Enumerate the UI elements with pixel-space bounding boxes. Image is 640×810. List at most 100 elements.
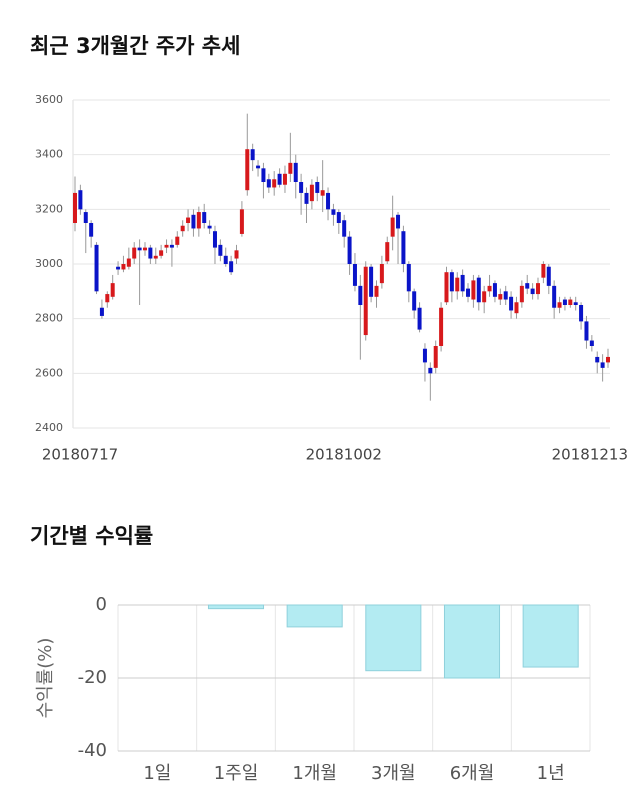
candle-body xyxy=(573,302,578,305)
candle-body xyxy=(428,367,433,374)
candle-body xyxy=(379,264,384,284)
chart-title: 기간별 수익률 xyxy=(30,524,153,548)
y-tick-label: 3200 xyxy=(35,202,63,215)
candle-body xyxy=(444,272,449,303)
candle-body xyxy=(309,184,314,202)
candle-body xyxy=(256,165,261,169)
candle-body xyxy=(78,190,83,210)
y-tick-label: -20 xyxy=(78,667,107,688)
candle-body xyxy=(439,307,444,346)
candle-body xyxy=(525,283,530,289)
candle-body xyxy=(315,182,320,193)
candle-body xyxy=(331,209,336,215)
x-tick-label: 20181002 xyxy=(306,446,382,464)
candle-body xyxy=(503,291,508,300)
candle-body xyxy=(530,288,535,295)
candle-body xyxy=(514,302,519,314)
bar xyxy=(286,604,343,628)
candle-body xyxy=(498,294,503,300)
candle-body xyxy=(229,261,234,273)
candle-body xyxy=(460,274,465,292)
candle-body xyxy=(352,264,357,286)
candle-body xyxy=(417,307,422,330)
x-tick-label: 1개월 xyxy=(292,763,337,784)
candle-body xyxy=(482,291,487,303)
candle-body xyxy=(579,305,584,322)
candle-body xyxy=(546,266,551,286)
candle-body xyxy=(239,209,244,234)
candle-body xyxy=(492,283,497,297)
candle-body xyxy=(304,192,309,204)
candle-body xyxy=(261,168,266,182)
candle-body xyxy=(288,162,293,174)
candle-body xyxy=(142,247,147,251)
candle-body xyxy=(471,280,476,300)
candle-body xyxy=(121,264,126,270)
x-tick-label: 1년 xyxy=(537,763,565,784)
candle-body xyxy=(250,149,255,161)
candle-body xyxy=(223,255,228,264)
candle-body xyxy=(568,299,573,305)
candle-body xyxy=(476,277,481,303)
candle-body xyxy=(584,321,589,341)
candle-body xyxy=(212,231,217,248)
candle-body xyxy=(137,247,142,251)
candle-body xyxy=(299,182,304,193)
candle-body xyxy=(401,231,406,264)
x-tick-label: 1주일 xyxy=(214,763,259,784)
candle-body xyxy=(234,250,239,259)
candle-body xyxy=(73,192,77,223)
candle-body xyxy=(412,291,417,311)
candle-body xyxy=(541,264,546,278)
candle-body xyxy=(186,217,191,223)
candle-body xyxy=(487,285,492,292)
candle-body xyxy=(245,149,250,191)
candle-body xyxy=(196,212,201,229)
candle-body xyxy=(449,272,454,292)
candle-body xyxy=(89,223,94,237)
candle-body xyxy=(266,179,271,188)
candle-body xyxy=(374,285,379,297)
candle-body xyxy=(105,294,110,303)
y-tick-label: 3000 xyxy=(35,257,63,270)
candle-body xyxy=(369,266,374,297)
y-tick-label: 2600 xyxy=(35,366,63,379)
candle-body xyxy=(202,212,207,223)
candle-body xyxy=(406,264,411,292)
candle-body xyxy=(116,266,121,270)
bar xyxy=(522,604,579,668)
candle-body xyxy=(153,255,158,259)
candle-body xyxy=(320,190,325,196)
candle-body xyxy=(342,220,347,237)
x-tick-label: 6개월 xyxy=(450,763,495,784)
candle-body xyxy=(347,236,352,264)
candle-body xyxy=(509,296,514,311)
candle-body xyxy=(363,266,368,336)
candle-body xyxy=(159,250,164,256)
candle-body xyxy=(282,173,287,185)
candle-body xyxy=(277,173,282,185)
x-tick-label: 1일 xyxy=(143,763,171,784)
candle-body xyxy=(175,236,180,245)
candle-body xyxy=(164,244,169,248)
bar xyxy=(207,604,265,610)
y-tick-label: 0 xyxy=(96,594,107,615)
candle-body xyxy=(466,288,471,297)
candle-body xyxy=(455,277,460,292)
candle-body xyxy=(595,356,600,363)
candle-body xyxy=(83,212,88,223)
x-tick-label: 20180717 xyxy=(42,446,118,464)
candle-body xyxy=(557,302,562,308)
candle-body xyxy=(358,285,363,305)
chart-title: 최근 3개월간 주가 추세 xyxy=(30,34,240,58)
candle-body xyxy=(396,214,401,229)
candle-body xyxy=(272,179,277,188)
candle-body xyxy=(293,162,298,182)
candle-body xyxy=(191,214,196,229)
candle-body xyxy=(110,283,115,297)
candle-body xyxy=(218,244,223,256)
candle-body xyxy=(552,285,557,308)
x-tick-label: 3개월 xyxy=(371,763,416,784)
candle-body xyxy=(536,283,541,295)
